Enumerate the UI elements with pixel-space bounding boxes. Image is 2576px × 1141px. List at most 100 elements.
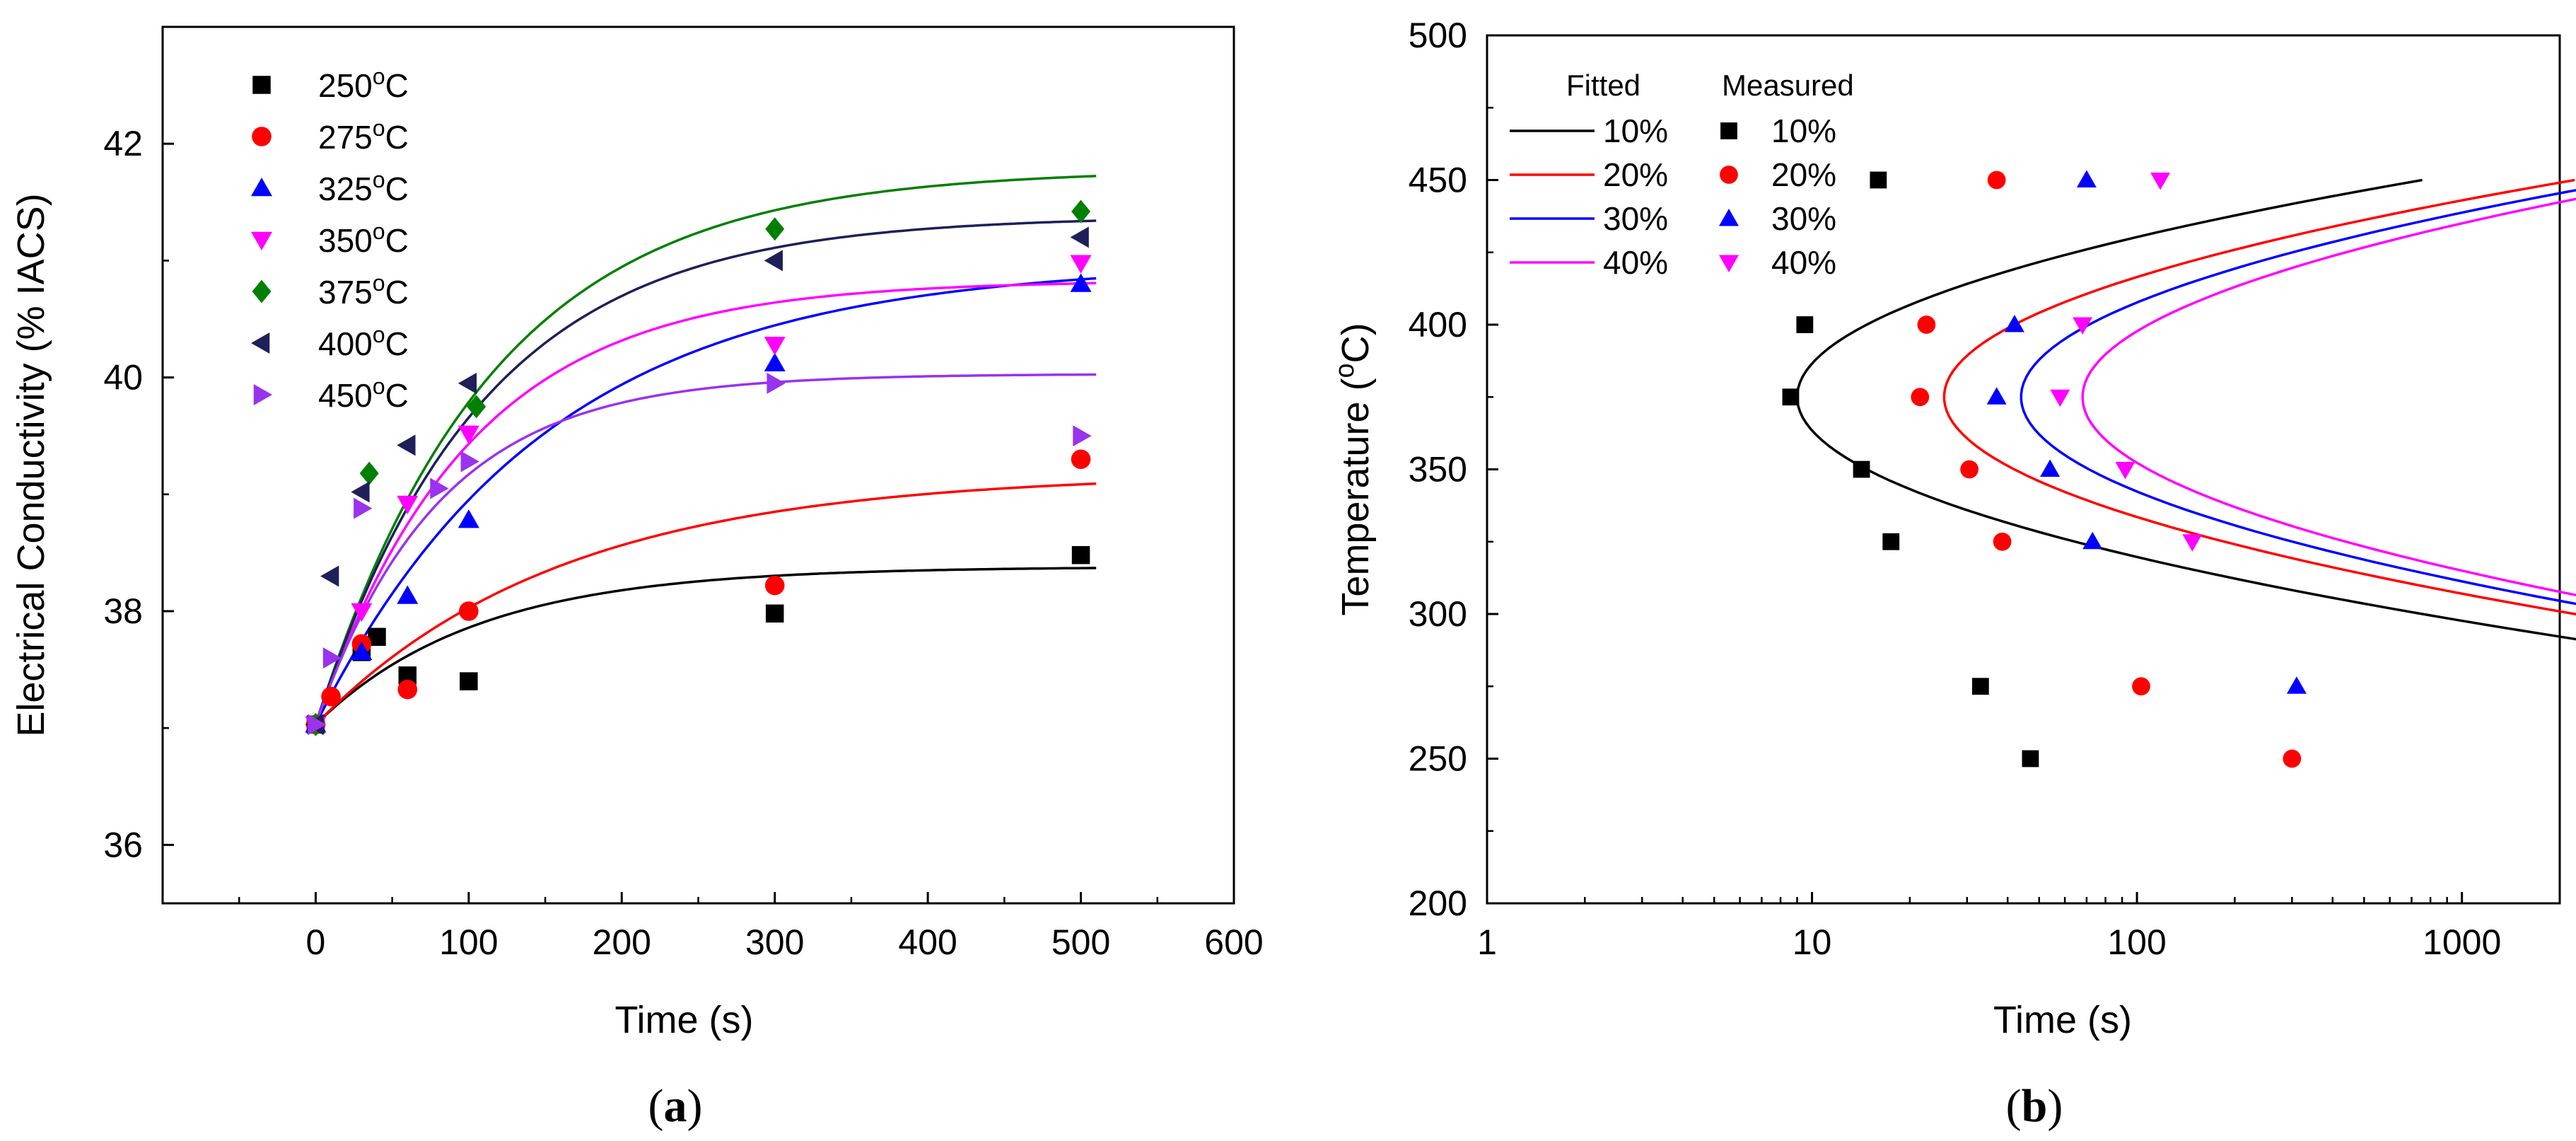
panel-b-fit-10% — [1795, 178, 2576, 641]
panel-b-legend-marker-20% — [1720, 166, 1738, 184]
panel-b-x-tick-label: 1 — [1477, 922, 1497, 962]
panel-b-legend-fitted-label-10%: 10% — [1603, 112, 1668, 149]
panel-a-legend-label-400: 400oC — [318, 322, 409, 362]
panel-b-temperature-vs-time: 1 10 100 1000 200 250 300 350 400 450 500 Fitted Me… — [1330, 16, 2576, 1132]
panel-b-y-tick-label: 300 — [1409, 594, 1467, 634]
panel-b-point-30% — [2082, 531, 2103, 550]
panel-b-point-10% — [1882, 533, 1900, 550]
panel-a-point-350 — [351, 603, 373, 622]
panel-b-x-tick-label: 100 — [2107, 922, 2166, 962]
panel-a-legend-label-450: 450oC — [318, 373, 409, 414]
panel-a-y-axis-title: Electrical Conductivity (% IACS) — [10, 193, 52, 736]
panel-b-point-30% — [1986, 387, 2007, 405]
panel-b-point-30% — [2040, 459, 2061, 477]
panel-a-caption-letter: a — [664, 1080, 687, 1132]
panel-b-point-20% — [2283, 749, 2302, 768]
panel-a-x-tick-label: 200 — [593, 922, 651, 962]
panel-a-point-450 — [322, 647, 342, 669]
panel-a-x-tick-label: 400 — [898, 922, 957, 962]
panel-b-x-tick-label: 10 — [1793, 922, 1832, 962]
panel-b-point-40% — [2115, 462, 2135, 480]
panel-a-caption: (a) — [648, 1080, 703, 1132]
panel-a-point-450 — [1073, 425, 1092, 447]
panel-b-point-20% — [1993, 532, 2012, 551]
panel-a-y-tick-label: 40 — [103, 358, 143, 398]
panel-a-point-275 — [321, 686, 341, 707]
panel-a-legend-label-325: 325oC — [318, 167, 409, 207]
panel-a-fit-325 — [314, 277, 1097, 725]
panel-a-point-400 — [320, 565, 339, 587]
panel-b-legend: Fitted Measured 10% 10% 20% 20% 30% 30% 40% 40% — [1510, 69, 1854, 281]
panel-b-legend-measured-header: Measured — [1722, 69, 1854, 102]
panel-a-point-350 — [457, 425, 479, 444]
panel-a-point-275 — [764, 575, 785, 596]
panel-a-point-325 — [764, 352, 786, 372]
panel-b-legend-marker-10% — [1720, 122, 1737, 139]
panel-b-legend-measured-label-30%: 30% — [1771, 200, 1836, 237]
panel-a-fit-250 — [315, 567, 1097, 726]
panel-b-y-axis-title: Temperature (oC) — [1330, 323, 1377, 615]
panel-a-fit-curves — [314, 175, 1097, 726]
panel-b-caption: (b) — [2006, 1080, 2063, 1132]
panel-a-point-350 — [1070, 255, 1092, 274]
panel-b-legend-measured-label-20%: 20% — [1771, 156, 1836, 193]
panel-b-x-tick-label: 1000 — [2423, 922, 2501, 962]
panel-a-x-tick-label: 100 — [439, 922, 498, 962]
panel-a-y-tick-label: 42 — [103, 124, 143, 163]
panel-b-point-10% — [2022, 750, 2039, 768]
panel-b-fit-20% — [1942, 178, 2576, 616]
panel-a-point-325 — [457, 509, 479, 528]
panel-b-point-10% — [1796, 316, 1814, 333]
panel-b-point-10% — [1782, 388, 1800, 406]
panel-b-point-20% — [1987, 170, 2006, 190]
panel-a-point-450 — [460, 451, 479, 473]
panel-b-fit-40% — [2081, 197, 2576, 597]
panel-b-point-40% — [2050, 389, 2070, 407]
panel-a-legend-label-250: 250oC — [318, 64, 409, 104]
panel-a-point-450 — [430, 477, 449, 499]
panel-b-fit-30% — [2020, 189, 2576, 606]
panel-a-fit-400 — [314, 219, 1097, 725]
panel-b-legend-fitted-label-40%: 40% — [1603, 244, 1668, 281]
panel-a-legend-label-350: 350oC — [318, 219, 409, 259]
panel-a-point-400 — [397, 434, 416, 456]
panel-b-fit-curves — [1795, 178, 2576, 641]
panel-b-data-points — [1782, 170, 2307, 768]
panel-b-point-20% — [1960, 460, 1978, 479]
panel-a-point-275 — [397, 679, 418, 700]
panel-a-point-325 — [1070, 273, 1092, 292]
panel-a-point-350 — [764, 337, 786, 356]
panel-a-point-325 — [397, 585, 419, 604]
panel-a-point-375 — [1071, 199, 1091, 224]
panel-b-legend-fitted-header: Fitted — [1566, 69, 1640, 102]
panel-b-y-tick-label: 350 — [1409, 450, 1467, 490]
panel-b-point-30% — [2076, 170, 2097, 187]
panel-b-point-40% — [2150, 173, 2171, 190]
panel-a-legend-label-375: 375oC — [318, 270, 409, 311]
panel-b-legend-fitted-label-20%: 20% — [1603, 156, 1668, 193]
panel-a-legend-label-275: 275oC — [318, 115, 409, 156]
panel-b-x-axis-title: Time (s) — [1993, 999, 2132, 1041]
panel-a-fit-275 — [315, 482, 1097, 726]
panel-b-point-10% — [1853, 461, 1870, 478]
panel-a-point-375 — [467, 395, 486, 419]
panel-b-y-tick-label: 250 — [1409, 739, 1467, 779]
panel-a-point-250 — [460, 672, 478, 690]
panel-a-legend-marker-350 — [251, 231, 272, 250]
panel-a-y-tick-label: 36 — [103, 825, 143, 864]
panel-b-point-40% — [2182, 534, 2203, 552]
panel-a-point-400 — [351, 481, 370, 503]
panel-a-legend-marker-275 — [252, 127, 272, 146]
panel-a-point-450 — [767, 372, 786, 394]
panel-b-legend-marker-40% — [1719, 255, 1739, 272]
panel-b-y-tick-label: 400 — [1409, 305, 1467, 344]
panel-b-legend-fitted-label-30%: 30% — [1603, 200, 1668, 237]
panel-a-x-tick-label: 500 — [1051, 922, 1110, 962]
panel-b-point-30% — [2004, 315, 2024, 332]
panel-b-legend-marker-30% — [1719, 209, 1739, 226]
panel-a-point-400 — [764, 250, 783, 272]
panel-b-point-40% — [2073, 317, 2093, 335]
panel-a-point-275 — [1071, 449, 1091, 470]
panel-a-legend: 250oC 275oC 325oC 350oC 375oC 400oC 450oC — [251, 64, 409, 414]
